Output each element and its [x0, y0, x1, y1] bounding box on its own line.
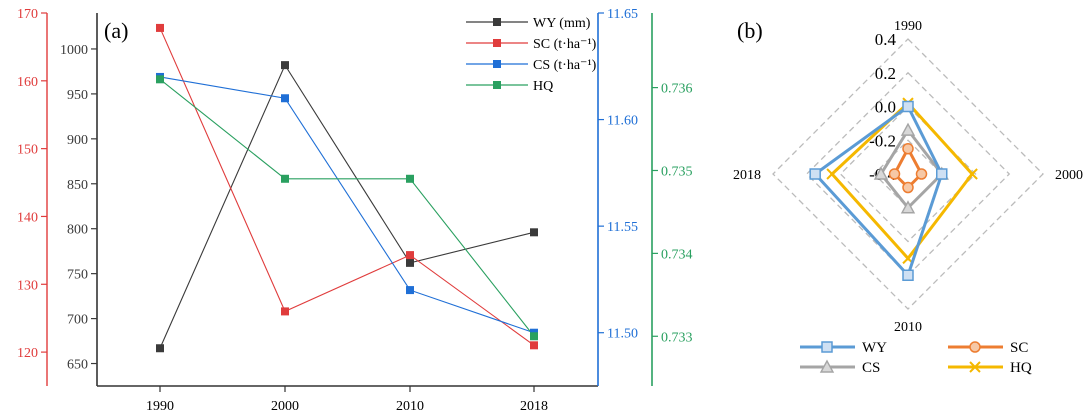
radar_wy-radar-point — [809, 168, 821, 180]
panel-b-radar-chart: (b) 0.40.20.0-0.2-0.41990200020102018 WY… — [733, 18, 1083, 376]
radar_hq-radar-point — [826, 168, 838, 180]
sc-tick-label: 150 — [17, 143, 38, 158]
cs-tick-label: 11.65 — [607, 7, 638, 22]
hq-legend-label: HQ — [533, 79, 553, 94]
hq-data-point — [281, 174, 289, 183]
radar_sc-radar-point — [888, 168, 901, 180]
sc-data-point — [406, 251, 414, 260]
hq-data-point — [406, 174, 414, 183]
hq-tick-label: 0.733 — [661, 330, 693, 345]
sc-data-point — [530, 341, 538, 350]
wy-tick-label: 850 — [67, 178, 88, 193]
radar_cs-legend-label: CS — [862, 360, 880, 376]
radar_cs-radar-point — [900, 122, 916, 136]
radar_sc-radar-polygon — [892, 145, 924, 190]
radar-r-tick-label: -0.2 — [869, 131, 896, 150]
panel-a-line-chart: (a) 1990 2000 2010 2018 120 130 140 150 160 170 65… — [17, 7, 693, 414]
wy-series-line — [159, 63, 535, 349]
radar_wy-radar-point — [902, 100, 914, 113]
panel-b-radar-series — [809, 97, 978, 281]
radar_cs-radar-point — [873, 166, 889, 180]
cs-legend-marker — [493, 60, 501, 68]
wy-tick-label: 750 — [67, 268, 88, 283]
radar-r-tick-label: 0.0 — [875, 98, 896, 117]
sc-legend-label: SC (t·ha⁻¹) — [533, 37, 597, 52]
radar-grid-ring — [772, 38, 1044, 310]
sc-tick-label: 140 — [17, 210, 38, 225]
panel-b-legend: WY SC CS HQ — [800, 340, 1032, 376]
wy-data-point — [406, 258, 414, 267]
radar_cs-legend-marker — [819, 359, 835, 373]
panel-a-series-lines — [159, 27, 535, 349]
x-tick-label: 2000 — [271, 399, 299, 414]
panel-a-axes: 1990 2000 2010 2018 120 130 140 150 160 170 650 700… — [17, 7, 693, 414]
hq-tick-label: 0.735 — [661, 164, 693, 179]
radar_sc-radar-point — [902, 142, 914, 155]
cs-series-line — [159, 76, 535, 334]
hq-tick-label: 0.734 — [661, 247, 693, 262]
sc-tick-label: 120 — [17, 346, 38, 361]
radar-direction-label: 2000 — [1055, 168, 1083, 183]
hq-legend-marker — [493, 81, 501, 89]
radar_hq-legend-marker — [969, 361, 981, 373]
radar_sc-radar-point — [902, 181, 914, 194]
wy-legend-label: WY (mm) — [533, 16, 591, 31]
sc-tick-label: 160 — [17, 75, 38, 90]
radar-r-tick-label: 0.4 — [875, 30, 897, 49]
wy-tick-label: 700 — [67, 313, 88, 328]
radar-r-tick-label: 0.2 — [875, 64, 896, 83]
x-tick-label: 2010 — [396, 399, 424, 414]
hq-data-point — [156, 75, 164, 84]
wy-data-point — [156, 344, 164, 353]
x-tick-label: 1990 — [146, 399, 174, 414]
wy-tick-label: 950 — [67, 88, 88, 103]
radar_cs-radar-point — [900, 200, 916, 214]
cs-data-point — [406, 286, 414, 295]
wy-tick-label: 800 — [67, 223, 88, 238]
wy-tick-label: 1000 — [60, 43, 88, 58]
radar_sc-radar-point — [915, 168, 928, 180]
cs-tick-label: 11.50 — [607, 327, 638, 342]
radar-grid-ring — [805, 71, 1011, 277]
sc-tick-label: 170 — [17, 7, 38, 22]
radar-direction-label: 1990 — [894, 19, 922, 34]
panel-a-data-points — [156, 23, 538, 353]
hq-series-line — [159, 78, 535, 337]
radar_wy-radar-point — [902, 269, 914, 281]
hq-data-point — [530, 332, 538, 341]
radar_sc-legend-marker — [969, 341, 981, 353]
cs-data-point — [281, 94, 289, 103]
panel-a-legend: WY (mm) SC (t·ha⁻¹) CS (t·ha⁻¹) HQ — [466, 16, 597, 94]
sc-data-point — [281, 307, 289, 316]
sc-data-point — [156, 23, 164, 32]
cs-legend-label: CS (t·ha⁻¹) — [533, 58, 597, 73]
radar_wy-radar-point — [936, 168, 948, 180]
radar_sc-legend-label: SC — [1010, 340, 1028, 356]
radar_hq-legend-label: HQ — [1010, 360, 1032, 376]
radar-direction-label: 2018 — [733, 168, 761, 183]
wy-data-point — [281, 61, 289, 70]
wy-tick-label: 650 — [67, 358, 88, 373]
radar_hq-radar-point — [966, 168, 978, 180]
wy-data-point — [530, 228, 538, 237]
hq-tick-label: 0.736 — [661, 82, 693, 97]
radar-direction-label: 2010 — [894, 320, 922, 335]
radar_wy-legend-label: WY — [862, 340, 887, 356]
wy-legend-marker — [493, 18, 501, 26]
wy-tick-label: 900 — [67, 133, 88, 148]
cs-tick-label: 11.60 — [607, 114, 638, 129]
sc-legend-marker — [493, 39, 501, 47]
panel-b-radar-grid: 0.40.20.0-0.2-0.41990200020102018 — [733, 19, 1083, 335]
panel-a-label: (a) — [104, 18, 128, 43]
radar_wy-legend-marker — [821, 341, 833, 353]
sc-tick-label: 130 — [17, 278, 38, 293]
sc-series-line — [159, 27, 535, 346]
panel-b-label: (b) — [737, 18, 763, 43]
x-tick-label: 2018 — [520, 399, 548, 414]
cs-tick-label: 11.55 — [607, 220, 638, 235]
